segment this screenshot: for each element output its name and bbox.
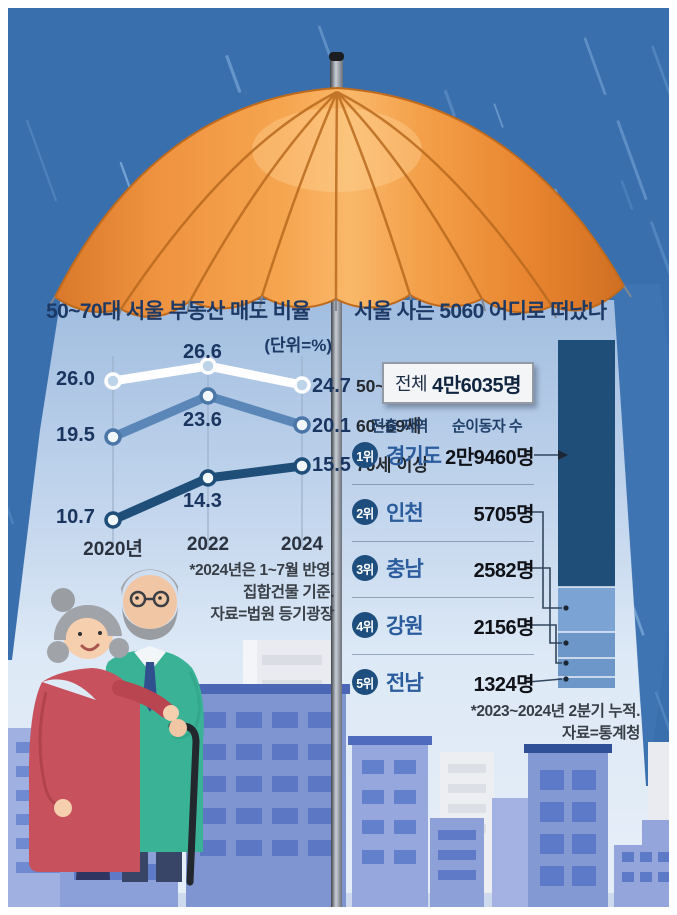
- value-50-59-2020: 26.0: [56, 368, 95, 390]
- row-divider: [352, 597, 534, 598]
- value-50-59-2022: 26.6: [183, 341, 222, 363]
- value-60-69-2024: 20.1 60~69세: [312, 413, 421, 438]
- footnote-line: *2024년은 1~7월 반영.: [189, 562, 334, 579]
- value-70plus-2020: 10.7: [56, 506, 95, 528]
- region-name: 충남: [386, 558, 424, 581]
- footnote-line: 집합건물 기준.: [243, 584, 334, 601]
- right-panel-title: 서울 사는 5060 어디로 떠났나: [354, 300, 607, 323]
- value-60-69-2022: 23.6: [183, 409, 222, 431]
- total-box: 전체 4만6035명: [382, 362, 534, 404]
- rank-badge: 1위: [352, 442, 378, 468]
- value-text: 15.5: [312, 454, 351, 476]
- rank-row-5: 5위 전남 1324명: [352, 668, 535, 698]
- line-chart: [104, 356, 311, 548]
- connector-tips: [558, 450, 569, 682]
- migration-count: 1324명: [473, 674, 535, 696]
- series-70plus-markers: [104, 457, 311, 529]
- bar-connectors: [527, 454, 563, 683]
- left-chart-title: 50~70대 서울 부동산 매도 비율: [46, 300, 311, 323]
- footnote-source: 자료=통계청: [562, 725, 640, 742]
- rib-tips: [46, 285, 632, 322]
- migration-count: 5705명: [473, 504, 535, 526]
- rank-row-1: 1위 경기도 2만9460명: [352, 441, 534, 471]
- x-label-2022: 2022: [186, 534, 230, 555]
- stacked-bar: [558, 340, 615, 688]
- building-7: [524, 744, 612, 907]
- rank-row-2: 2위 인천 5705명: [352, 498, 535, 528]
- rank-badge: 4위: [352, 612, 378, 638]
- rank-badge: 5위: [352, 669, 378, 695]
- total-value: 4만6035명: [432, 374, 522, 397]
- bar-segment-jeonnam: [558, 677, 615, 688]
- value-text: 20.1: [312, 415, 351, 437]
- x-label-2020: 2020년: [83, 539, 143, 560]
- row-divider: [352, 541, 534, 542]
- region-name: 인천: [386, 502, 424, 525]
- column-header-count: 순이동자 수: [452, 418, 523, 435]
- rank-row-4: 4위 강원 2156명: [352, 611, 535, 641]
- umbrella-canopy: [46, 86, 632, 322]
- building-5: [430, 818, 484, 907]
- series-50-59-markers: [104, 357, 311, 394]
- building-6: [492, 798, 534, 907]
- x-label-2024: 2024: [280, 534, 324, 555]
- right-panel-footnote: *2023~2024년 2분기 누적. 자료=통계청: [428, 701, 641, 745]
- umbrella-ribs: [119, 90, 554, 310]
- region-name: 전남: [386, 672, 424, 695]
- migration-count: 2만9460명: [445, 447, 534, 469]
- value-60-69-2020: 19.5: [56, 424, 95, 446]
- building-3: [182, 684, 350, 907]
- umbrella-pole: [331, 92, 342, 907]
- left-chart-footnote: *2024년은 1~7월 반영. 집합건물 기준. 자료=법원 등기광장: [140, 560, 334, 626]
- series-60-69-markers: [104, 387, 311, 446]
- building-8: [614, 820, 674, 907]
- woman-figure: [29, 588, 179, 880]
- left-chart-unit: (단위=%): [264, 336, 332, 355]
- bar-segment-gangwon: [558, 658, 615, 677]
- column-header-region: 전출 지역: [371, 418, 428, 435]
- value-70plus-2022: 14.3: [183, 490, 222, 512]
- total-label: 전체: [394, 374, 428, 394]
- row-divider: [352, 654, 534, 655]
- region-name: 강원: [386, 615, 424, 638]
- building-4: [348, 736, 432, 907]
- rank-row-3: 3위 충남 2582명: [352, 554, 535, 584]
- footnote-line: *2023~2024년 2분기 누적.: [470, 703, 641, 720]
- rank-badge: 3위: [352, 555, 378, 581]
- rank-badge: 2위: [352, 499, 378, 525]
- migration-count: 2156명: [473, 617, 535, 639]
- row-divider: [352, 484, 534, 485]
- region-name: 경기도: [386, 445, 442, 468]
- bar-segment-gyeonggi: [558, 340, 615, 587]
- series-label-60-69: 60~69세: [355, 416, 422, 436]
- value-text: 24.7: [312, 375, 351, 397]
- footnote-source: 자료=법원 등기광장: [210, 606, 335, 623]
- value-70plus-2024: 15.5 70세 이상: [312, 452, 429, 477]
- migration-count: 2582명: [473, 560, 535, 582]
